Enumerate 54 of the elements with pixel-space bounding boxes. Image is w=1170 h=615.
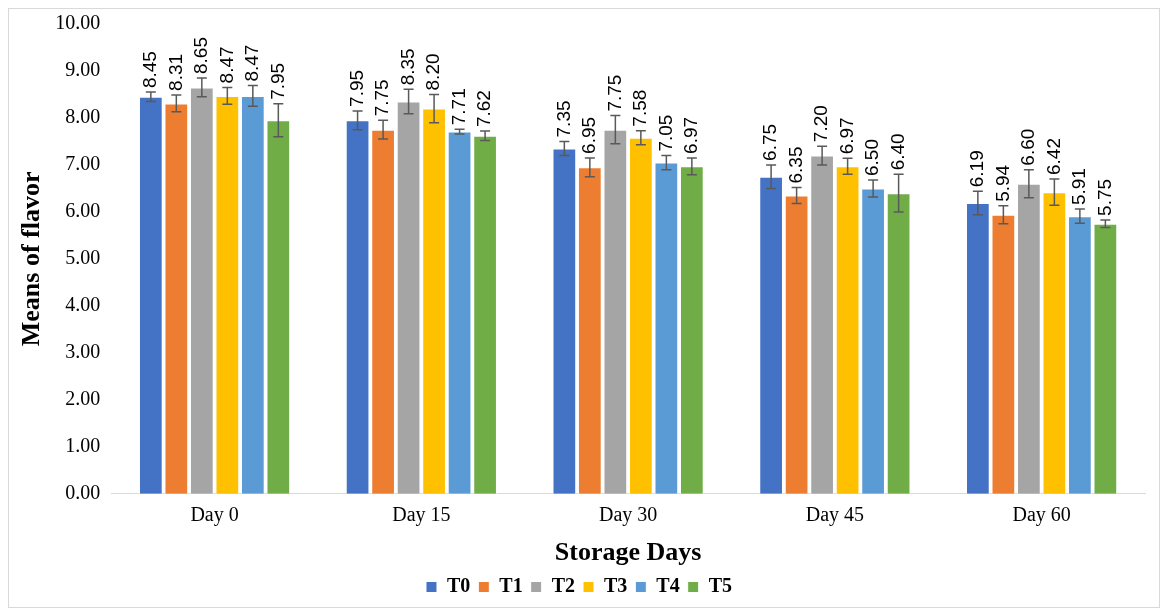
y-tick-label: 10.00 (55, 11, 101, 34)
y-tick-label: 7.00 (65, 152, 101, 175)
legend-label: T3 (604, 574, 628, 597)
data-label: 7.75 (371, 79, 393, 117)
data-label: 8.47 (241, 44, 263, 82)
x-tick-label: Day 30 (598, 503, 658, 527)
data-label: 6.60 (1017, 128, 1039, 166)
y-tick-label: 3.00 (65, 340, 101, 363)
data-label: 7.62 (473, 90, 495, 128)
y-tick-label: 6.00 (65, 199, 101, 222)
data-label: 6.97 (835, 117, 857, 155)
x-tick-label: Day 45 (805, 503, 865, 527)
data-label: 5.91 (1068, 168, 1090, 206)
y-axis-title: Means of flavor (16, 171, 46, 347)
x-tick-label: Day 0 (190, 503, 239, 527)
x-axis-title: Storage Days (554, 537, 702, 567)
y-tick-label: 0.00 (65, 481, 101, 504)
data-label: 8.47 (215, 46, 237, 84)
data-label: 7.58 (629, 89, 651, 127)
data-label: 7.95 (266, 62, 288, 100)
data-label: 8.45 (139, 51, 161, 89)
data-label: 6.40 (886, 133, 908, 171)
legend-label: T1 (499, 574, 523, 597)
legend-label: T0 (446, 574, 471, 597)
data-label: 7.95 (345, 69, 367, 107)
data-label: 7.05 (654, 114, 676, 152)
data-label: 8.65 (190, 37, 212, 75)
y-tick-label: 8.00 (65, 105, 101, 128)
data-label: 7.75 (603, 74, 625, 112)
data-label: 7.35 (552, 100, 574, 138)
data-label: 6.35 (784, 146, 806, 184)
y-tick-label: 4.00 (65, 293, 101, 316)
legend-label: T4 (656, 574, 680, 597)
data-label: 5.75 (1093, 178, 1115, 216)
data-label: 8.20 (422, 53, 444, 91)
data-label: 6.50 (861, 138, 883, 176)
data-label: 6.42 (1042, 138, 1064, 176)
data-label: 6.19 (966, 150, 988, 188)
y-tick-label: 9.00 (65, 58, 101, 81)
data-label: 8.35 (396, 48, 418, 86)
y-tick-label: 1.00 (65, 434, 101, 457)
data-label: 6.97 (680, 116, 702, 154)
y-tick-label: 2.00 (65, 387, 101, 410)
data-label: 7.20 (810, 105, 832, 143)
x-tick-label: Day 60 (1012, 503, 1071, 527)
y-tick-label: 5.00 (65, 246, 101, 269)
legend-label: T5 (708, 574, 733, 597)
x-tick-label: Day 15 (392, 503, 451, 527)
data-label: 6.95 (578, 116, 600, 154)
data-label: 8.31 (164, 53, 186, 91)
data-label: 7.71 (447, 88, 469, 126)
data-label: 6.75 (759, 123, 781, 161)
legend-label: T2 (551, 574, 575, 597)
data-label: 5.94 (991, 164, 1013, 202)
